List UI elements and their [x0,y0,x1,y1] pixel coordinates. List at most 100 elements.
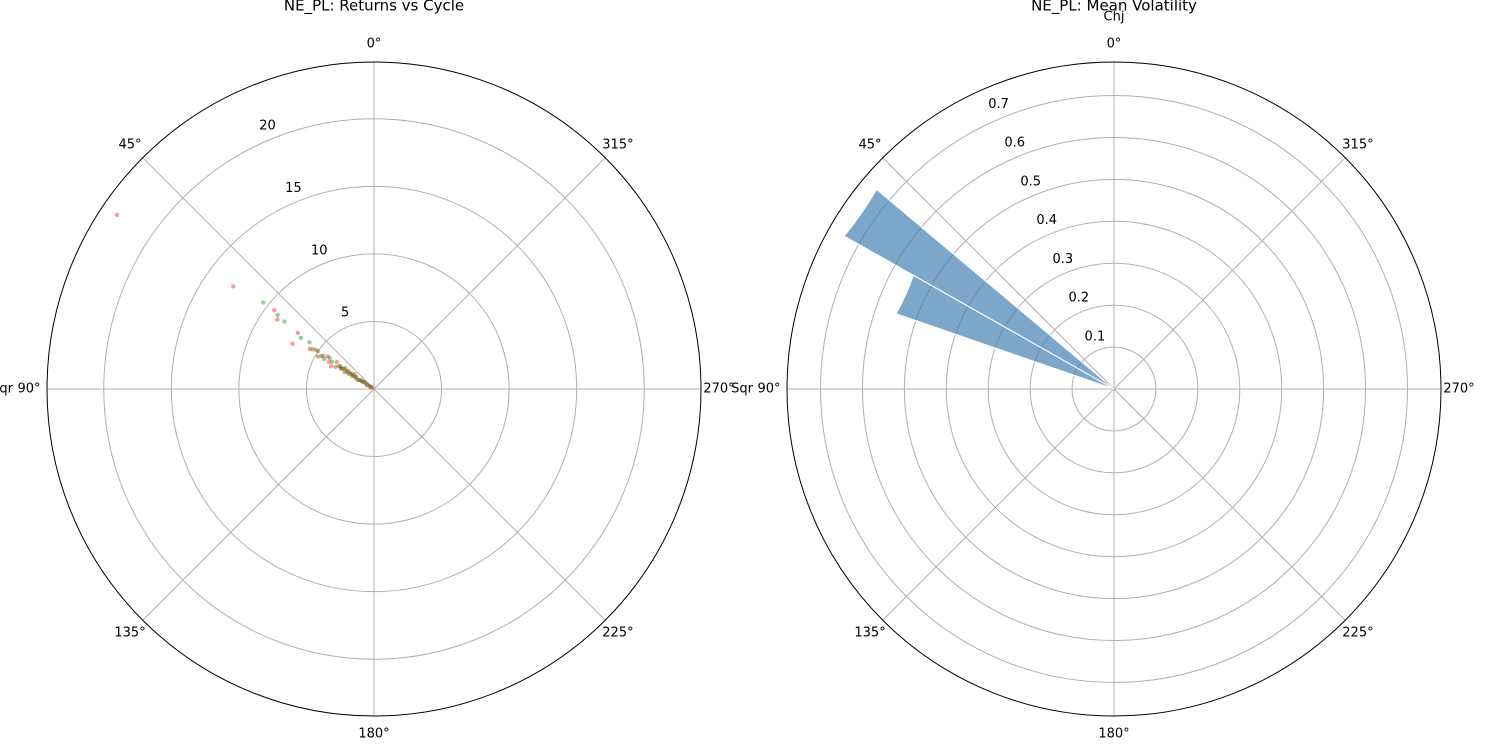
scatter-point [369,385,374,390]
r-tick-label: 0.6 [1004,136,1025,151]
scatter-point [367,383,372,389]
scatter-point [272,308,277,313]
scatter-point [364,382,370,387]
r-grid-line [861,136,1367,642]
bar [895,274,1115,390]
scatter-point [348,371,353,376]
theta-grid-line [882,388,1115,621]
r-tick-label: 20 [259,118,276,133]
theta-tick-label: 90° [17,382,40,397]
theta-tick-label: 135° [114,625,145,640]
scatter-point [339,366,345,372]
scatter-point [328,363,334,369]
theta-tick-label: 270° [703,382,734,397]
theta-tick-label: 315° [602,138,633,153]
scatter-point [326,359,332,365]
scatter-point [307,346,313,352]
scatter-point [313,347,318,352]
theta-tick-label: 135° [854,625,885,640]
theta-tick-label: 0° [367,37,382,52]
chart-title: NE_PL: Mean Volatility [1031,0,1197,16]
r-tick-label: 0.4 [1036,213,1057,228]
scatter-point [346,368,351,374]
scatter-point [349,371,355,376]
r-grid-line [1029,304,1199,474]
annotation: Sqr [731,382,754,397]
theta-grid-line [1113,157,1346,390]
r-tick-label: 0.2 [1069,291,1090,306]
r-grid-line [820,95,1408,683]
theta-grid-line [373,388,606,621]
theta-tick-label: 180° [1098,727,1129,742]
theta-tick-label: 90° [757,382,780,397]
bar [843,188,1115,390]
scatter-point [355,377,360,383]
scatter-point [275,312,280,318]
r-grid-line [170,185,578,593]
r-grid-line [103,118,645,660]
scatter-point [343,366,348,371]
theta-tick-label: 45° [119,138,142,153]
r-grid-line [238,253,510,525]
theta-grid-line [142,388,375,621]
scatter-point [344,369,350,374]
scatter-point [336,363,342,369]
r-tick-label: 0.1 [1085,329,1106,344]
r-tick-label: 5 [341,306,349,321]
scatter-point [341,366,346,371]
scatter-point [310,347,316,352]
scatter-point [353,375,358,380]
theta-tick-label: 225° [602,625,633,640]
theta-tick-label: 0° [1107,37,1122,52]
r-grid-line [987,262,1241,516]
theta-grid-line [1113,388,1346,621]
scatter-point [338,364,343,369]
scatter-point [321,356,327,362]
theta-tick-label: 225° [1342,625,1373,640]
r-grid-line [903,178,1325,600]
scatter-point [338,366,343,371]
annotation: Chj [1104,10,1125,25]
scatter-point [295,330,301,336]
scatter-point [360,379,365,384]
scatter-point [114,212,120,218]
scatter-point [315,354,321,359]
theta-grid-line [142,157,375,390]
theta-grid-line [373,157,606,390]
scatter-point [351,373,356,379]
scatter-point [230,284,236,289]
r-grid-line [1071,346,1157,432]
r-tick-label: 0.3 [1052,252,1073,267]
theta-grid-line [882,157,1115,390]
scatter-point [275,317,280,322]
scatter-point [352,372,357,377]
scatter-point [327,355,332,361]
r-grid-line [945,220,1283,558]
scatter-point [329,359,335,364]
scatter-point [342,369,347,375]
scatter-point [346,371,351,376]
scatter-point [325,354,330,359]
scatter-point [282,319,287,324]
theta-tick-label: 45° [859,138,882,153]
r-tick-label: 0.7 [988,97,1009,112]
scatter-point [358,377,363,383]
scatter-point [359,378,364,384]
scatter-point [261,300,266,305]
scatter-point [307,339,312,345]
theta-tick-label: 180° [358,727,389,742]
r-tick-label: 10 [311,243,328,258]
scatter-point [315,349,321,354]
scatter-point [290,341,295,346]
scatter-point [319,353,324,359]
r-tick-label: 15 [285,181,302,196]
r-grid-line [305,320,443,458]
scatter-point [368,384,373,389]
theta-tick-label: 315° [1342,138,1373,153]
chart-title: NE_PL: Returns vs Cycle [284,0,464,16]
r-tick-label: 0.5 [1020,174,1041,189]
scatter-point [364,382,370,388]
scatter-point [349,373,355,378]
